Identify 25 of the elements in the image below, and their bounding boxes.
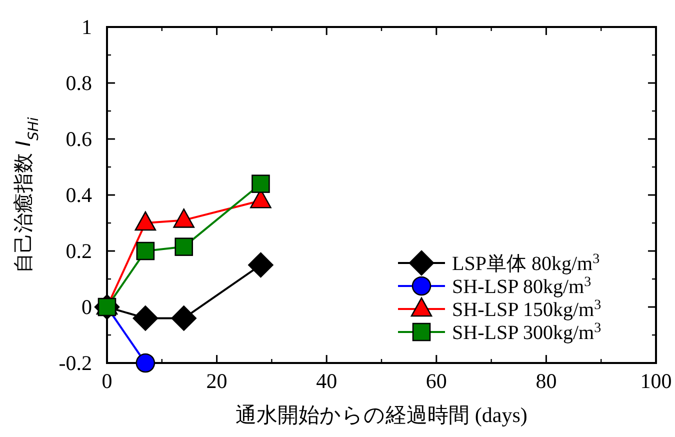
x-tick-label: 0 — [102, 369, 112, 393]
x-tick-label: 40 — [316, 369, 338, 393]
point — [136, 242, 155, 260]
x-tick-label: 80 — [536, 369, 557, 393]
legend-label: SH-LSP 150kg/m$^{3}$ — [452, 298, 602, 321]
y-tick-label: 0 — [82, 295, 92, 319]
x-tick-label: 60 — [426, 369, 447, 393]
y-tick-label: 0.8 — [66, 71, 92, 95]
y-tick-label: 0.6 — [66, 127, 92, 151]
point — [174, 238, 194, 256]
legend-label: LSP単体 80kg/m$^{3}$ — [452, 252, 600, 275]
point — [132, 306, 158, 331]
legend-label: SH-LSP 300kg/m$^{3}$ — [452, 320, 602, 344]
point — [248, 252, 274, 278]
point — [252, 174, 270, 193]
point — [136, 353, 156, 373]
x-tick-label: 100 — [640, 369, 672, 393]
point — [171, 306, 197, 331]
x-axis-title: 通水開始からの経過時間 (days) — [236, 403, 528, 427]
legend-label: SH-LSP 80kg/m$^{3}$ — [452, 274, 592, 298]
y-tick-label: -0.2 — [58, 351, 92, 375]
y-tick-label: 0.4 — [66, 183, 92, 207]
y-tick-label: 0.2 — [66, 239, 92, 263]
x-tick-label: 20 — [206, 369, 228, 393]
y-tick-label: 1 — [82, 15, 92, 39]
